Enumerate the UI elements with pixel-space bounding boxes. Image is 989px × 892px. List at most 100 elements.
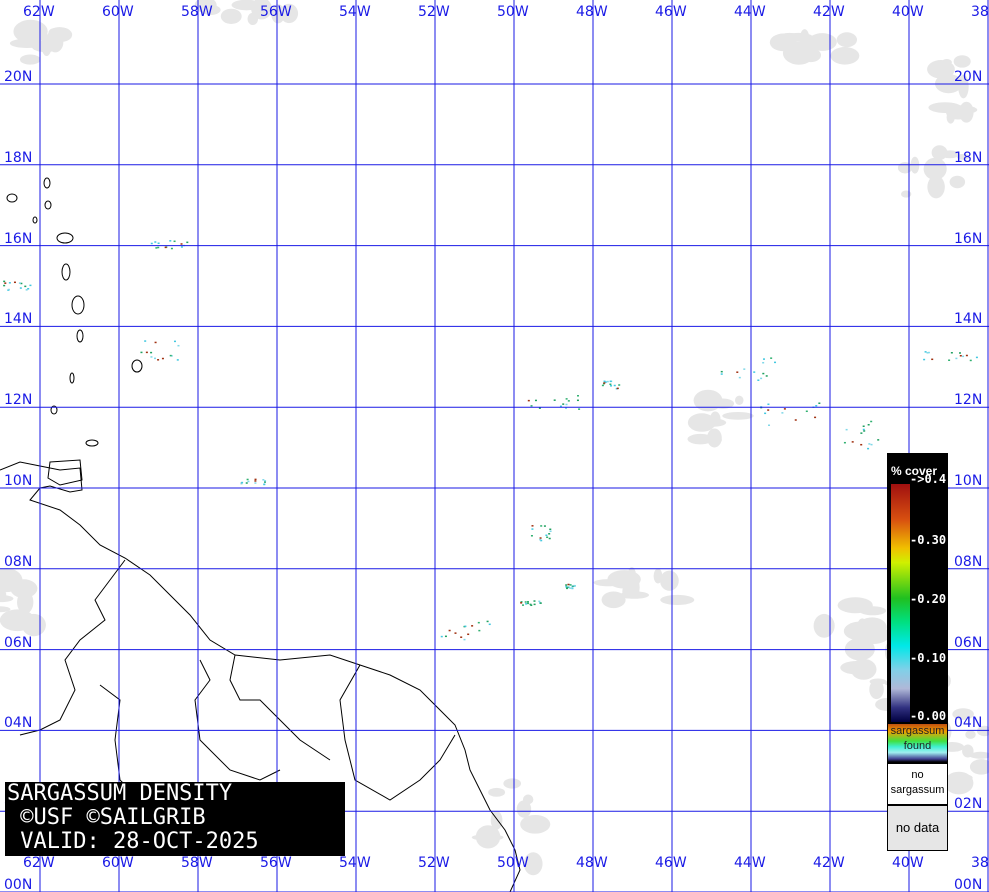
- sargassum-speck: [931, 358, 934, 361]
- sargassum-speck: [567, 583, 570, 586]
- legend-sargassum-found: sargassum found: [888, 724, 947, 762]
- sargassum-speck: [530, 535, 533, 537]
- sargassum-speck: [548, 533, 551, 535]
- cloud-patch: [735, 395, 744, 405]
- sargassum-speck: [173, 240, 176, 243]
- sargassum-speck: [538, 600, 541, 603]
- sargassum-speck: [527, 600, 530, 603]
- cloud-patch: [901, 190, 912, 198]
- cloud-patch: [965, 730, 976, 739]
- longitude-label-bottom: 60W: [102, 855, 134, 871]
- cloud-patch: [850, 658, 877, 680]
- sargassum-speck: [567, 586, 570, 588]
- cloud-patch: [10, 579, 38, 598]
- cloud-patch: [660, 594, 695, 605]
- cloud-patch: [522, 794, 534, 805]
- sargassum-speck: [565, 407, 568, 410]
- latitude-label-right: 18N: [954, 149, 983, 166]
- sargassum-speck: [20, 282, 23, 285]
- title-line: SARGASSUM DENSITY: [7, 781, 233, 806]
- sargassum-speck: [538, 407, 541, 409]
- latitude-label-right: 14N: [954, 311, 983, 328]
- sargassum-speck: [606, 380, 609, 383]
- sargassum-speck: [254, 482, 257, 484]
- sargassum-speck: [176, 359, 179, 361]
- sargassum-speck: [169, 240, 172, 242]
- latitude-label-right: 16N: [954, 230, 983, 247]
- sargassum-speck: [155, 247, 158, 249]
- sargassum-speck: [186, 241, 189, 244]
- cloud-patch: [836, 32, 857, 48]
- sargassum-speck: [140, 351, 143, 354]
- lesser-antilles-islands: [6, 177, 143, 447]
- sargassum-speck: [862, 428, 865, 431]
- sargassum-speck: [549, 530, 552, 533]
- longitude-label-bottom: 56W: [260, 855, 292, 871]
- longitude-label-bottom: 58W: [181, 855, 213, 871]
- cloud-patch: [607, 570, 641, 589]
- sargassum-speck: [562, 403, 565, 405]
- longitude-label-top: 50W: [497, 4, 529, 20]
- cloud-patch: [969, 751, 989, 759]
- longitude-label-top: 58W: [181, 4, 213, 20]
- sargassum-speck: [526, 602, 529, 605]
- sargassum-speck: [180, 246, 183, 248]
- sargassum-speck: [549, 528, 552, 531]
- cloud-patch: [693, 389, 723, 412]
- longitude-label-top: 40W: [892, 4, 924, 20]
- sargassum-speck: [543, 525, 546, 527]
- sargassum-speck: [576, 395, 579, 397]
- sargassum-speck: [522, 604, 525, 606]
- sargassum-speck: [157, 246, 160, 249]
- cloud-patch: [516, 800, 532, 818]
- sargassum-speck: [926, 352, 929, 354]
- cloud-patch: [945, 105, 978, 115]
- sargassum-speck: [150, 242, 153, 245]
- sargassum-speck: [860, 443, 863, 446]
- cloud-patch: [687, 413, 716, 432]
- sargassum-speck: [768, 424, 771, 426]
- cloud-patch: [927, 175, 945, 199]
- sargassum-speck: [870, 420, 873, 423]
- cloud-patch: [949, 175, 966, 189]
- sargassum-speck: [170, 247, 173, 250]
- cloud-patch: [19, 54, 41, 65]
- sargassum-speck: [969, 359, 972, 362]
- sargassum-speck: [720, 370, 723, 373]
- cloud-patch: [523, 852, 543, 876]
- sargassum-speck: [520, 602, 523, 604]
- longitude-label-top: 44W: [734, 4, 766, 20]
- latitude-label-right: 08N: [954, 553, 983, 570]
- sargassum-speck: [762, 361, 765, 364]
- latitude-label-right: 00N: [954, 877, 983, 892]
- title-box: SARGASSUM DENSITY ©USF ©SAILGRIB VALID: …: [5, 782, 345, 856]
- cloud-patch: [271, 4, 285, 24]
- sargassum-speck: [862, 425, 865, 427]
- latitude-label-left: 10N: [4, 473, 33, 489]
- sargassum-speck: [7, 288, 10, 291]
- legend-no-sargassum: no sargassum: [888, 764, 947, 804]
- cloud-patch: [782, 41, 815, 65]
- border-line: [19, 559, 456, 801]
- sargassum-speck: [843, 441, 846, 444]
- legend-tick: -0.10: [910, 651, 947, 665]
- sargassum-speck: [539, 538, 542, 541]
- sargassum-speck: [488, 623, 491, 626]
- sargassum-speck: [154, 357, 157, 360]
- legend-tick: ->0.4: [910, 472, 947, 486]
- sargassum-speck: [157, 359, 160, 361]
- sargassum-speck: [615, 387, 618, 390]
- sargassum-speck: [927, 351, 930, 354]
- sargassum-speck: [851, 441, 854, 443]
- longitude-label-bottom: 52W: [418, 855, 450, 871]
- sargassum-speck: [246, 478, 249, 481]
- sargassum-speck: [569, 587, 572, 589]
- sargassum-speck: [154, 241, 157, 243]
- legend-tick: -0.30: [910, 533, 947, 547]
- cloud-patch: [0, 606, 11, 613]
- sargassum-speck: [263, 481, 266, 483]
- sargassum-speck: [736, 371, 739, 373]
- sargassum-speck: [571, 587, 574, 589]
